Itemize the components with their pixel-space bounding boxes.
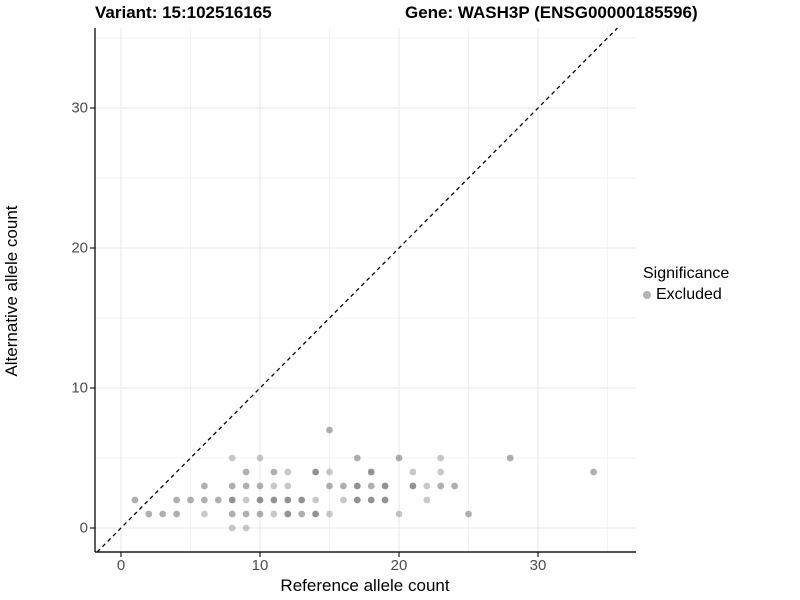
data-point [214, 496, 222, 504]
data-point [256, 510, 264, 518]
data-point [395, 454, 403, 462]
variant-title: Variant: 15:102516165 [95, 3, 272, 22]
data-point [298, 510, 306, 518]
data-point [270, 510, 278, 518]
data-point [228, 510, 236, 518]
data-point [409, 468, 417, 476]
data-point [326, 468, 333, 476]
data-point [228, 454, 236, 462]
data-point [506, 454, 514, 462]
y-tick-label: 0 [79, 519, 88, 537]
legend-item-label: Excluded [656, 286, 722, 303]
data-point [353, 454, 361, 462]
data-point [256, 454, 264, 462]
data-point [256, 496, 264, 504]
data-point [465, 510, 472, 518]
data-point [353, 482, 361, 490]
data-point [340, 496, 347, 504]
y-axis-label: Alternative allele count [2, 205, 21, 377]
data-point [256, 482, 264, 490]
identity-line [96, 27, 618, 553]
data-point [242, 524, 250, 532]
data-point [270, 496, 278, 504]
data-point [437, 454, 445, 462]
data-point [381, 482, 389, 490]
x-tick-label: 10 [251, 557, 269, 574]
data-point [242, 496, 250, 504]
data-point [173, 510, 181, 518]
data-point [326, 510, 333, 518]
data-point [242, 482, 250, 490]
data-point [228, 496, 236, 504]
data-point [201, 510, 208, 518]
y-tick-label: 30 [71, 99, 88, 117]
y-tick-label: 20 [71, 239, 88, 257]
data-point [409, 482, 417, 490]
data-point [367, 482, 375, 490]
data-point [201, 496, 208, 504]
data-point [228, 524, 236, 532]
x-tick-label: 20 [390, 557, 408, 574]
data-point [437, 468, 445, 476]
y-tick-label: 10 [71, 379, 88, 397]
data-point [242, 510, 250, 518]
data-point [284, 496, 292, 504]
data-point [312, 496, 319, 504]
data-point [381, 496, 389, 504]
legend-item-excluded: Excluded [643, 286, 729, 304]
data-point [423, 482, 431, 490]
data-point [159, 510, 167, 518]
data-point [145, 510, 153, 518]
legend-title: Significance [643, 265, 730, 282]
data-point [353, 496, 361, 504]
x-tick-label: 30 [529, 557, 547, 574]
data-point [590, 468, 597, 476]
data-point [270, 482, 278, 490]
data-point [131, 496, 139, 504]
data-point [298, 496, 306, 504]
data-point [451, 482, 458, 490]
data-point [201, 482, 208, 490]
x-axis-label: Reference allele count [280, 576, 450, 595]
data-point [187, 496, 194, 504]
data-point [423, 496, 431, 504]
data-point [437, 482, 445, 490]
data-point [228, 482, 236, 490]
data-point [284, 482, 292, 490]
data-point [367, 496, 375, 504]
data-point [312, 468, 319, 476]
data-point [312, 510, 319, 518]
legend-point-icon [643, 291, 651, 299]
x-tick-label: 0 [116, 557, 126, 574]
data-point [367, 468, 375, 476]
data-point [284, 510, 292, 518]
data-point [395, 510, 403, 518]
data-point [326, 482, 333, 490]
data-point [173, 496, 181, 504]
gene-title: Gene: WASH3P (ENSG00000185596) [405, 3, 698, 22]
legend: Significance Excluded [643, 265, 729, 304]
data-point [340, 482, 347, 490]
data-point [284, 468, 292, 476]
data-point [270, 468, 278, 476]
data-point [242, 468, 250, 476]
data-point [326, 426, 333, 434]
